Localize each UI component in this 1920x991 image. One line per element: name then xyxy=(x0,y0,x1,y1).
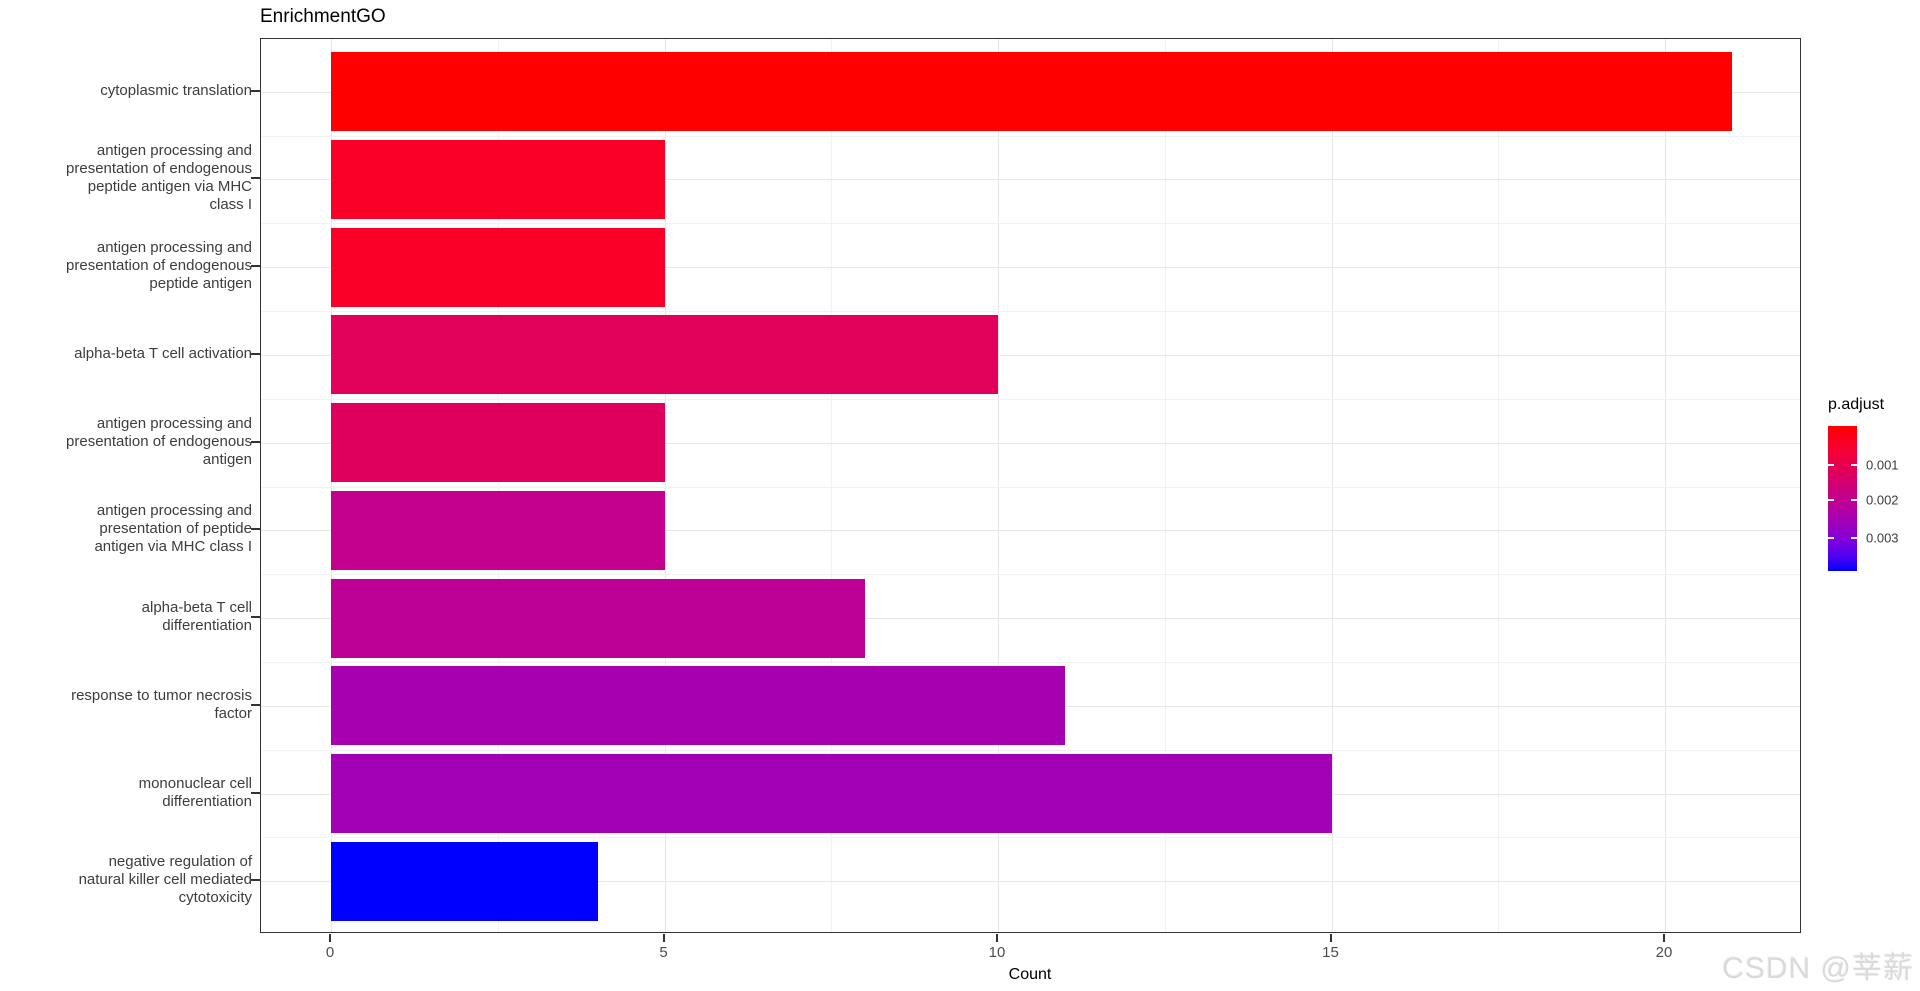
x-axis-tick xyxy=(996,934,998,942)
chart-panel xyxy=(260,38,1801,933)
y-axis-tick xyxy=(251,791,260,794)
colorbar-tick xyxy=(1828,498,1834,501)
y-axis-tick xyxy=(251,177,260,180)
colorbar-tick xyxy=(1828,464,1834,467)
gridline-y-major xyxy=(261,179,1800,181)
gridline-y-minor xyxy=(261,311,1800,312)
gridline-y-major xyxy=(261,881,1800,883)
legend-tick-label: 0.003 xyxy=(1866,530,1899,546)
colorbar-tick xyxy=(1828,536,1834,539)
gridline-y-major xyxy=(261,354,1800,356)
y-axis-label: antigen processing and presentation of p… xyxy=(94,502,252,556)
x-axis-tick-label: 20 xyxy=(1655,944,1673,961)
y-axis-tick xyxy=(251,352,260,355)
x-axis-tick xyxy=(329,934,331,942)
y-axis-tick xyxy=(251,89,260,92)
x-axis-tick xyxy=(662,934,665,942)
gridline-y-minor xyxy=(261,486,1800,488)
gridline-x-major xyxy=(1665,39,1666,932)
colorbar-gradient xyxy=(1828,426,1857,571)
y-axis-label: mononuclear cell differentiation xyxy=(138,774,252,810)
bar xyxy=(331,666,1065,746)
bar xyxy=(331,315,998,395)
bar xyxy=(331,139,665,219)
gridline-y-major xyxy=(261,530,1800,532)
x-axis-tick xyxy=(1329,934,1332,942)
gridline-y-major xyxy=(261,267,1800,269)
legend-tick-label: 0.001 xyxy=(1866,457,1899,473)
bar xyxy=(331,52,1732,132)
x-axis-title: Count xyxy=(1008,966,1052,983)
gridline-y-minor xyxy=(261,661,1800,663)
y-axis-label: alpha-beta T cell activation xyxy=(74,344,252,362)
colorbar-tick xyxy=(1851,464,1857,467)
gridline-y-minor xyxy=(261,837,1800,839)
y-axis-tick xyxy=(251,440,260,443)
y-axis-label: alpha-beta T cell differentiation xyxy=(141,599,252,635)
y-axis-label: antigen processing and presentation of e… xyxy=(66,239,252,293)
bar xyxy=(331,841,598,921)
gridline-y-major xyxy=(261,442,1800,444)
y-axis-tick xyxy=(251,703,260,706)
gridline-x-major xyxy=(331,39,332,932)
gridline-x-minor xyxy=(497,39,499,932)
legend-tick-label: 0.002 xyxy=(1866,492,1899,508)
gridline-y-minor xyxy=(261,749,1800,751)
x-axis-tick-label: 10 xyxy=(988,944,1006,961)
gridline-x-major xyxy=(664,39,666,932)
x-axis-tick xyxy=(1663,934,1665,942)
gridline-y-major xyxy=(261,618,1800,620)
gridline-x-major xyxy=(1331,39,1333,932)
gridline-x-minor xyxy=(1498,39,1500,932)
bar xyxy=(331,227,665,307)
plot-title: EnrichmentGO xyxy=(260,6,386,27)
colorbar-tick xyxy=(1851,536,1857,539)
bar xyxy=(331,754,1332,834)
gridline-y-minor xyxy=(261,398,1800,400)
gridline-x-major xyxy=(998,39,999,932)
gridline-y-minor xyxy=(261,223,1800,225)
gridline-y-minor xyxy=(261,574,1800,576)
y-axis-label: antigen processing and presentation of e… xyxy=(66,142,252,214)
y-axis-tick xyxy=(251,616,260,619)
y-axis-label: response to tumor necrosis factor xyxy=(71,686,252,722)
bar xyxy=(331,578,865,658)
y-axis-label: cytoplasmic translation xyxy=(100,81,252,99)
gridline-x-minor xyxy=(831,39,833,932)
y-axis-tick xyxy=(251,528,260,531)
colorbar-tick xyxy=(1851,498,1857,501)
gridline-x-minor xyxy=(1164,39,1166,932)
x-axis-tick-label: 5 xyxy=(659,944,668,961)
csdn-watermark: CSDN @莘薪 xyxy=(1722,952,1914,985)
y-axis-label: negative regulation of natural killer ce… xyxy=(78,853,252,907)
legend-title: p.adjust xyxy=(1828,396,1885,413)
y-axis-label: antigen processing and presentation of e… xyxy=(66,414,252,468)
y-axis-tick xyxy=(251,879,260,882)
y-axis-tick xyxy=(251,265,260,268)
x-axis-tick-label: 0 xyxy=(325,944,335,961)
bar xyxy=(331,403,665,483)
bar xyxy=(331,490,665,570)
gridline-y-minor xyxy=(261,135,1800,137)
x-axis-tick-label: 15 xyxy=(1322,944,1339,961)
